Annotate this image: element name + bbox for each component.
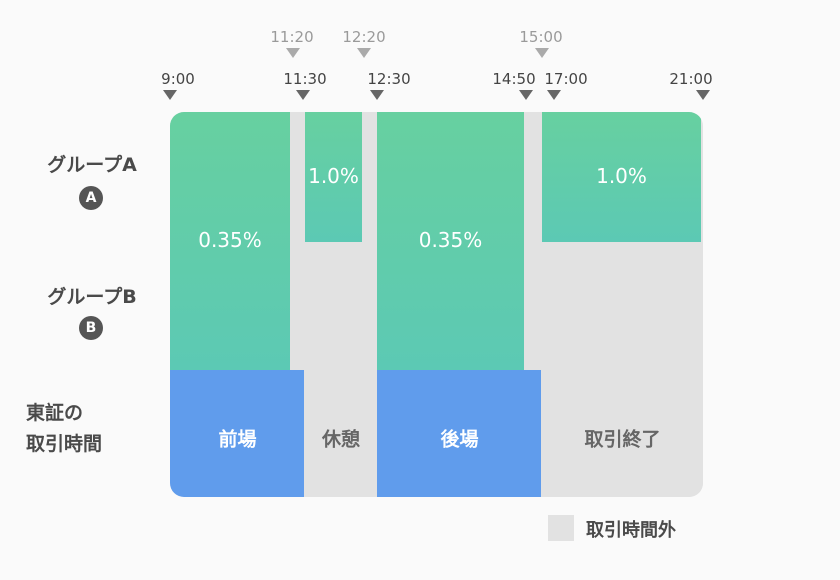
tse-session-label: 前場 <box>218 428 257 450</box>
tse-session-block <box>377 370 541 497</box>
time-tick-label: 17:00 <box>544 70 588 88</box>
time-marker-icon <box>370 90 384 100</box>
fee-rate-label: 1.0% <box>308 164 359 188</box>
fee-rate-label: 1.0% <box>596 164 647 188</box>
group-a-badge: A <box>79 186 103 210</box>
tse-row-label: 東証の 取引時間 <box>26 398 146 460</box>
tse-row-label-line-2: 取引時間 <box>26 433 103 455</box>
time-tick-label: 12:30 <box>367 70 411 88</box>
fee-block <box>377 112 524 370</box>
time-tick-label: 14:50 <box>492 70 536 88</box>
legend-label-outside-hours: 取引時間外 <box>586 520 676 541</box>
time-marker-icon <box>696 90 710 100</box>
time-marker-icon <box>357 48 371 58</box>
tse-row-label-line-1: 東証の <box>26 402 84 424</box>
tse-session-block <box>170 370 304 497</box>
tse-session-label: 後場 <box>440 428 479 450</box>
row-label-group-b: グループB <box>47 286 137 308</box>
timeline-chart: 0.35% 1.0% 0.35% 1.0% 前場 休憩 後場 取引終了 <box>170 112 703 497</box>
time-tick-label: 9:00 <box>161 70 195 88</box>
time-marker-icon <box>296 90 310 100</box>
tse-session-block <box>305 370 376 497</box>
row-label-group-a: グループA <box>47 154 137 176</box>
time-marker-icon <box>163 90 177 100</box>
time-marker-icon <box>535 48 549 58</box>
time-marker-icon <box>547 90 561 100</box>
fee-block <box>170 112 290 370</box>
time-tick-label: 11:30 <box>283 70 327 88</box>
time-marker-icon <box>286 48 300 58</box>
time-marker-icon <box>519 90 533 100</box>
time-tick-label: 15:00 <box>519 28 563 46</box>
fee-block <box>542 112 701 242</box>
tse-session-label: 取引終了 <box>584 428 661 450</box>
fee-block <box>305 112 362 242</box>
time-tick-label: 21:00 <box>669 70 713 88</box>
fee-rate-label: 0.35% <box>198 228 262 252</box>
time-tick-label: 12:20 <box>342 28 386 46</box>
legend-swatch-outside-hours <box>548 515 574 541</box>
tse-session-block <box>542 370 703 497</box>
time-tick-label: 11:20 <box>270 28 314 46</box>
group-b-badge: B <box>79 316 103 340</box>
fee-rate-label: 0.35% <box>418 228 483 252</box>
tse-session-label: 休憩 <box>321 428 361 450</box>
